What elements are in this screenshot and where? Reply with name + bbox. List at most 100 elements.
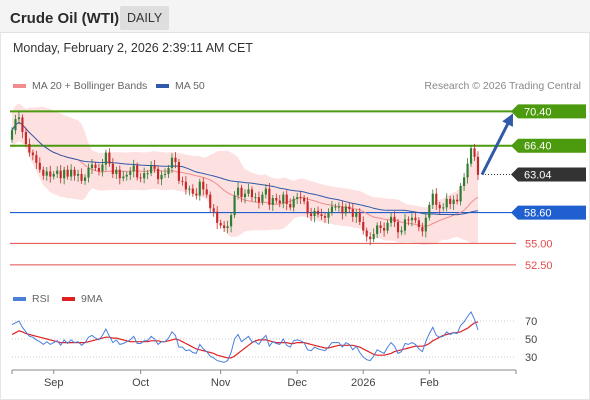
candle-body (80, 174, 83, 181)
price-tag-resistance: 66.40 (511, 138, 586, 153)
candle-body (42, 169, 45, 176)
candle-body (24, 132, 27, 144)
rsi-tick-label: 50 (525, 334, 537, 346)
candle-body (268, 188, 271, 205)
candle-body (111, 163, 114, 174)
legend-rsi-label: RSI (32, 293, 50, 305)
x-tick-label: 2026 (351, 377, 375, 389)
candle-body (177, 162, 181, 181)
candle-body (236, 187, 240, 196)
candle-body (28, 144, 31, 153)
price-tag-label: 58.60 (524, 208, 552, 220)
candle-body (348, 206, 351, 210)
candle-body (330, 206, 334, 213)
candle-body (108, 152, 111, 164)
candle-body (170, 157, 174, 168)
ma50-swatch (156, 84, 169, 88)
price-tag-label: 63.04 (524, 170, 552, 182)
candle-body (469, 148, 473, 164)
candle-body (52, 174, 55, 177)
candle-body (313, 210, 316, 216)
legend-ma9-label: 9MA (81, 293, 103, 305)
candle-body (299, 197, 302, 199)
candle-body (254, 197, 257, 199)
candle-body (309, 213, 313, 216)
candle-body (150, 165, 153, 174)
candle-body (233, 195, 236, 216)
instrument-title: Crude Oil (WTI) (10, 10, 120, 27)
candle-body (17, 117, 21, 120)
candle-body (181, 180, 184, 182)
candle-body (449, 198, 452, 204)
candle-body (396, 222, 400, 233)
candle-body (129, 171, 132, 175)
price-tag-label: 70.40 (524, 106, 552, 118)
x-tick-label: Nov (211, 377, 231, 389)
candle-body (21, 117, 24, 132)
candle-body (334, 206, 337, 208)
candle-body (386, 222, 389, 231)
candle-body (466, 163, 469, 178)
candle-body (247, 189, 250, 194)
candle-body (35, 155, 38, 163)
rsi-line (11, 311, 479, 363)
candle-body (344, 206, 347, 214)
candle-body (431, 193, 434, 205)
candle-body (365, 230, 368, 237)
x-tick-label: Sep (44, 377, 64, 389)
legend-rsi: RSI (13, 293, 50, 305)
legend-ma9: 9MA (62, 293, 103, 305)
candle-body (438, 204, 441, 209)
candle-body (115, 169, 118, 174)
support-label: 52.50 (525, 260, 553, 272)
candle-body (303, 198, 306, 202)
candle-body (400, 230, 403, 233)
candle-body (285, 194, 288, 204)
ma20-swatch (13, 84, 26, 88)
candle-body (292, 198, 295, 208)
candle-body (76, 174, 80, 176)
candle-body (146, 173, 149, 175)
price-tag-bg (511, 205, 586, 220)
research-credit: Research © 2026 Trading Central (424, 80, 581, 92)
candle-body (56, 170, 59, 174)
target-arrow-head (502, 113, 513, 127)
candle-body (188, 188, 191, 190)
candle-body (191, 188, 194, 194)
candle-body (195, 193, 198, 196)
candle-body (73, 169, 76, 176)
candle-body (428, 204, 431, 218)
candle-body (139, 177, 142, 179)
timestamp: Monday, February 2, 2026 2:39:11 AM CET (13, 41, 253, 55)
x-tick-label: Oct (132, 377, 149, 389)
candle-body (435, 193, 438, 205)
candle-body (476, 156, 480, 175)
candle-body (198, 181, 201, 196)
rsi-ma9-line (11, 321, 479, 359)
candle-body (316, 210, 320, 215)
candle-body (94, 164, 97, 168)
candle-body (163, 174, 167, 175)
candle-body (66, 169, 69, 177)
candle-body (417, 220, 420, 228)
candle-body (355, 212, 358, 217)
candle-body (271, 198, 274, 205)
candle-body (223, 225, 226, 228)
candle-body (337, 206, 340, 208)
price-tag-resistance: 70.40 (511, 104, 586, 119)
candle-body (101, 164, 104, 172)
candle-body (212, 208, 215, 212)
candle-body (296, 197, 299, 199)
candle-body (407, 219, 410, 221)
legend-ma20: MA 20 + Bollinger Bands (13, 80, 147, 92)
candle-body (240, 187, 243, 198)
candle-body (424, 217, 427, 232)
candle-body (125, 174, 128, 177)
candle-body (205, 189, 208, 195)
candle-body (87, 168, 90, 178)
candle-body (393, 216, 396, 222)
candle-body (264, 188, 267, 195)
candle-body (452, 199, 455, 204)
period-badge[interactable]: DAILY (120, 6, 170, 30)
